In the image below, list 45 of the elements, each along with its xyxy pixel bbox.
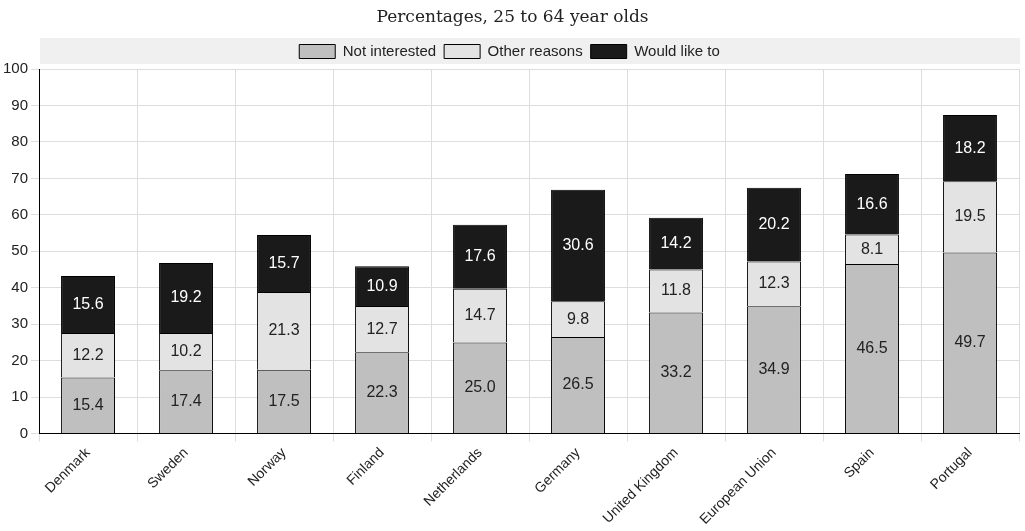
data-label: 17.4 [170,392,202,410]
data-label: 25.0 [464,378,496,396]
data-label: 18.2 [954,138,986,156]
y-tick-label: 10 [11,387,29,405]
y-tick-label: 100 [3,59,29,77]
y-tick-label: 70 [11,168,29,186]
data-label: 14.2 [660,234,692,252]
data-label: 20.2 [758,215,790,233]
y-tick-label: 20 [11,350,29,368]
legend-label: Would like to [634,41,720,59]
data-label: 12.3 [758,274,790,292]
data-label: 15.7 [268,253,300,271]
y-tick-label: 60 [11,204,29,222]
data-label: 15.4 [72,395,104,413]
y-tick-label: 90 [11,95,29,113]
data-label: 16.6 [856,194,888,212]
data-label: 34.9 [758,360,790,378]
data-label: 33.2 [660,363,692,381]
chart-subtitle: Percentages, 25 to 64 year olds [375,6,650,26]
legend-label: Not interested [342,41,437,59]
data-label: 17.6 [464,247,496,265]
y-tick-label: 40 [11,277,29,295]
y-tick-label: 80 [11,132,29,150]
y-tick-label: 30 [11,314,29,332]
y-tick-label: 50 [11,241,29,259]
data-label: 15.6 [72,294,104,312]
data-label: 11.8 [661,281,692,299]
data-label: 30.6 [562,235,594,253]
data-label: 10.2 [170,341,202,359]
data-label: 49.7 [954,333,986,351]
data-label: 14.7 [464,306,496,324]
data-label: 19.5 [954,207,986,225]
data-label: 8.1 [860,239,884,257]
data-label: 21.3 [268,321,300,339]
legend-label: Other reasons [487,41,583,59]
data-label: 12.2 [72,345,104,363]
data-label: 26.5 [562,375,594,393]
y-tick-label: 0 [19,423,29,441]
data-label: 19.2 [170,288,202,306]
data-label: 17.5 [268,391,300,409]
data-label: 22.3 [366,383,398,401]
data-label: 12.7 [366,319,398,337]
data-label: 46.5 [856,338,888,356]
data-label: 9.8 [566,309,590,327]
data-label: 10.9 [366,276,398,294]
